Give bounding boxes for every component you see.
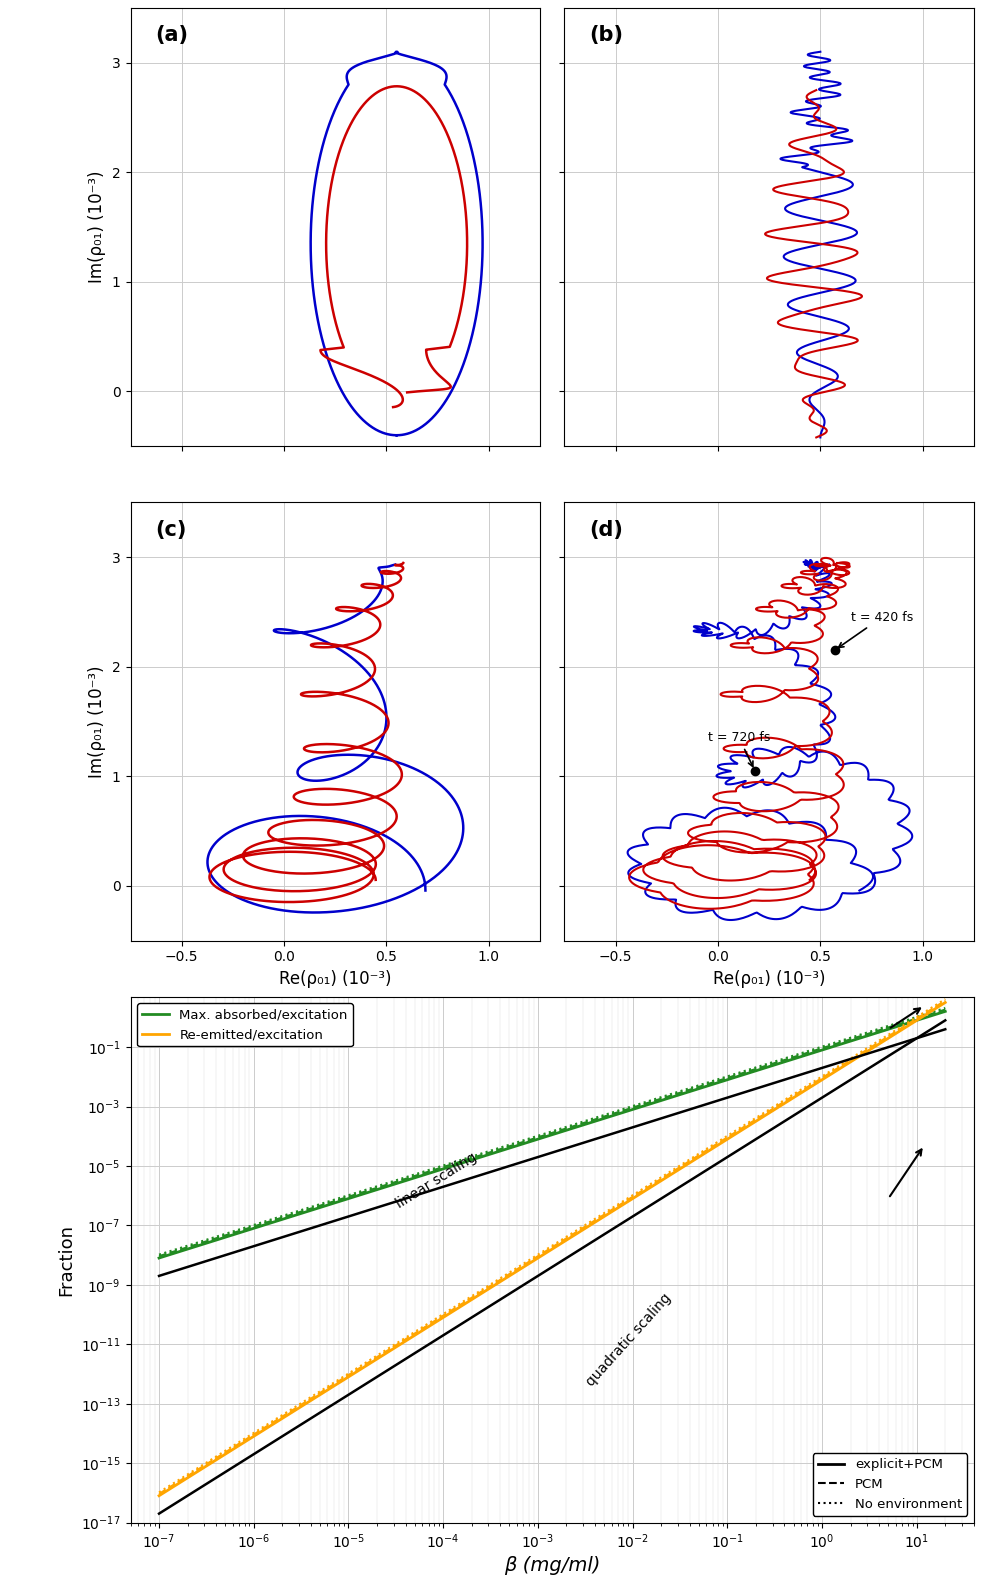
Y-axis label: Im(ρ₀₁) (10⁻³): Im(ρ₀₁) (10⁻³)	[88, 171, 106, 284]
Legend: explicit+PCM, PCM, No environment: explicit+PCM, PCM, No environment	[811, 1453, 966, 1516]
Text: linear scaling: linear scaling	[393, 1150, 479, 1210]
Text: (b): (b)	[589, 25, 623, 46]
Text: (d): (d)	[589, 520, 622, 539]
Text: (a): (a)	[154, 25, 188, 46]
Text: (c): (c)	[154, 520, 187, 539]
X-axis label: Re(ρ₀₁) (10⁻³): Re(ρ₀₁) (10⁻³)	[712, 969, 824, 988]
Text: quadratic scaling: quadratic scaling	[583, 1291, 673, 1389]
Text: t = 420 fs: t = 420 fs	[838, 611, 913, 647]
Y-axis label: Im(ρ₀₁) (10⁻³): Im(ρ₀₁) (10⁻³)	[88, 665, 106, 777]
X-axis label: Re(ρ₀₁) (10⁻³): Re(ρ₀₁) (10⁻³)	[279, 969, 391, 988]
Y-axis label: Fraction: Fraction	[57, 1224, 75, 1296]
Text: t = 720 fs: t = 720 fs	[707, 731, 769, 766]
X-axis label: β (mg/ml): β (mg/ml)	[504, 1556, 600, 1575]
Text: (e): (e)	[143, 1012, 183, 1036]
